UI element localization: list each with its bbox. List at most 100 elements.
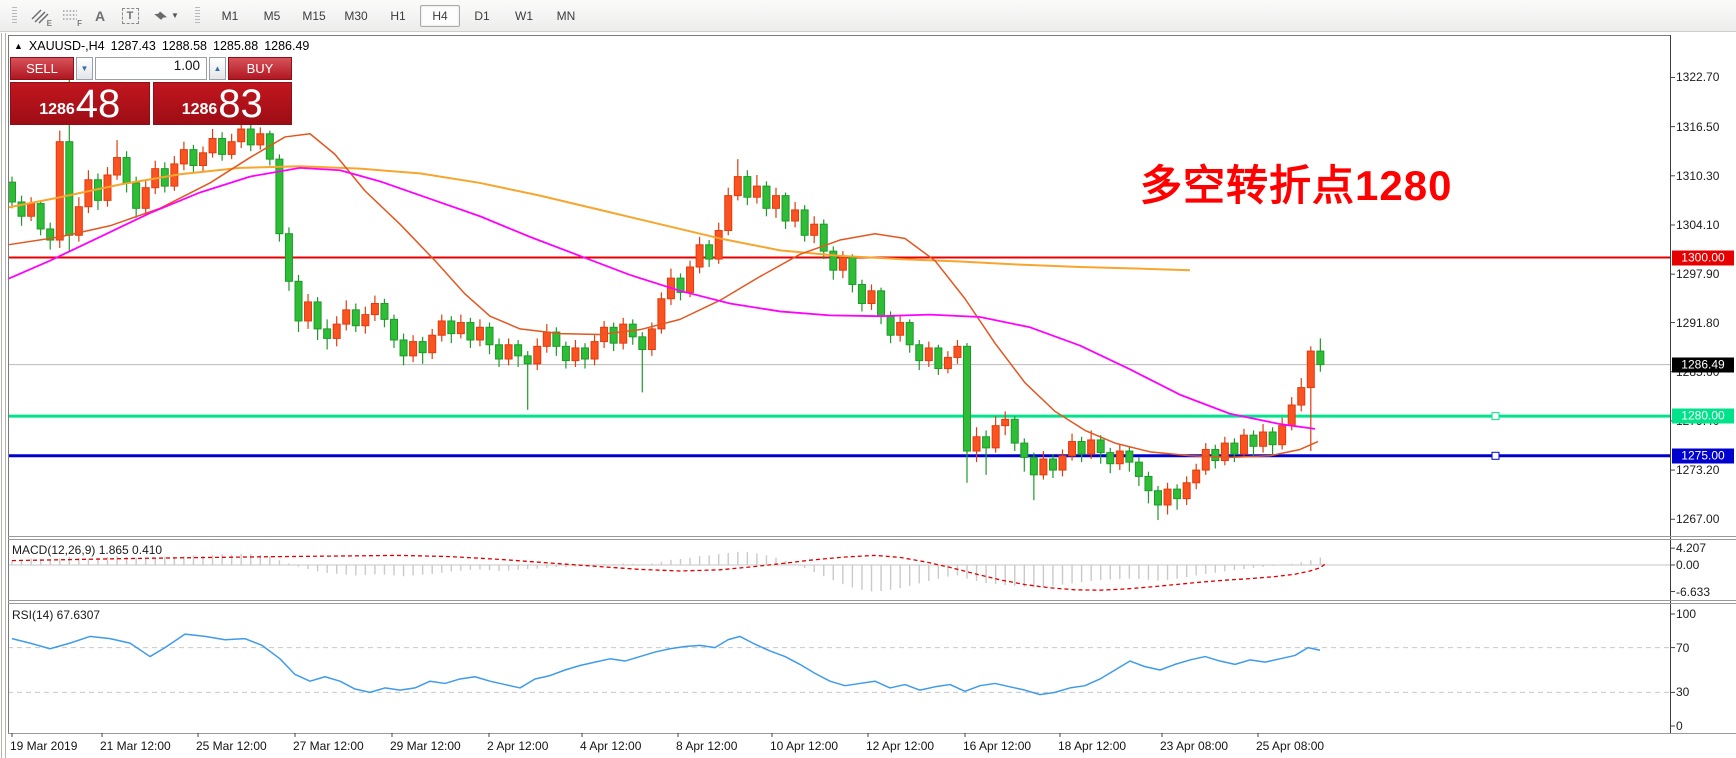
candle: [1144, 475, 1153, 492]
toolbar: E F A T ▼ M1 M5 M15 M30 H1 H4 D1 W1 MN: [0, 0, 1736, 32]
draw-hatch-icon[interactable]: E: [27, 4, 53, 28]
text-a-icon[interactable]: A: [94, 7, 106, 24]
candle: [304, 301, 313, 322]
timeframe-button-m5[interactable]: M5: [263, 8, 281, 23]
candle: [867, 290, 876, 305]
rsi-axis-label: 100: [1676, 607, 1697, 621]
candle: [199, 152, 207, 166]
candle: [953, 345, 962, 358]
symbol-name: XAUUSD-,H4: [28, 39, 105, 53]
candle: [533, 345, 542, 365]
timeframe-button-d1[interactable]: D1: [474, 8, 490, 23]
candle: [1249, 434, 1258, 447]
timeframe-button-m30[interactable]: M30: [344, 8, 368, 23]
candle: [972, 436, 981, 452]
dropdown-caret-icon: ▼: [171, 11, 179, 20]
candle: [772, 195, 780, 209]
volume-increase-button[interactable]: ▲: [209, 57, 226, 80]
timeframe-button-mn[interactable]: MN: [556, 8, 576, 23]
candle: [1096, 439, 1105, 454]
candle: [1220, 442, 1229, 462]
timeframe-button-m1[interactable]: M1: [221, 8, 239, 23]
bid-price-prefix: 1286: [39, 101, 75, 118]
time-axis-label: 25 Mar 12:00: [196, 739, 267, 753]
cursor-arrows-icon[interactable]: ▼: [147, 4, 185, 28]
ask-price-box[interactable]: 1286 83: [152, 82, 292, 126]
timeframe-button-h4[interactable]: H4: [420, 4, 460, 27]
candle: [800, 209, 809, 236]
grid-icon[interactable]: F: [63, 9, 82, 28]
buy-button[interactable]: BUY: [228, 57, 292, 80]
timeframe-button-h1[interactable]: H1: [390, 8, 406, 23]
candle: [1211, 448, 1220, 462]
toolbar-grip[interactable]: [195, 6, 200, 25]
candle: [1134, 461, 1143, 477]
candle: [1154, 490, 1162, 506]
candle: [1020, 442, 1029, 458]
timeframe-button-w1[interactable]: W1: [515, 8, 533, 23]
collapse-toggle-icon[interactable]: ▲: [14, 41, 23, 51]
candle: [810, 223, 819, 236]
time-axis-label: 12 Apr 12:00: [866, 739, 935, 753]
candle: [1048, 458, 1057, 471]
volume-input[interactable]: 1.00: [95, 57, 207, 80]
candle: [991, 425, 1000, 449]
price-axis-label: 1322.70: [1676, 70, 1720, 85]
timeframe-button-m15[interactable]: M15: [302, 8, 326, 23]
volume-decrease-button[interactable]: ▼: [76, 57, 93, 80]
pivot-line-1280-handle[interactable]: [1491, 412, 1500, 421]
price-axis-label: 1297.90: [1676, 267, 1720, 282]
candle: [1239, 434, 1248, 455]
candle: [1259, 431, 1268, 447]
candle: [1068, 441, 1077, 457]
candle: [1278, 425, 1287, 446]
candle: [886, 315, 895, 336]
rsi-line: [11, 633, 1321, 696]
candle: [399, 339, 408, 357]
candle: [762, 185, 771, 209]
candle: [1106, 452, 1115, 465]
candle: [1192, 469, 1201, 484]
toolbar-grip[interactable]: [12, 6, 17, 25]
candle: [724, 195, 733, 232]
time-axis-label: 10 Apr 12:00: [770, 739, 839, 753]
symbol-quote-line: ▲ XAUUSD-,H4 1287.43 1288.58 1285.88 128…: [14, 39, 309, 53]
candle: [323, 328, 332, 339]
rsi-axis-label: 70: [1676, 640, 1690, 655]
time-axis-label: 18 Apr 12:00: [1058, 739, 1127, 753]
candle: [752, 185, 761, 198]
candle: [475, 326, 484, 341]
macd-axis-label: 4.207: [1676, 541, 1707, 556]
ma-magenta: [7, 166, 1316, 430]
candle: [743, 176, 752, 198]
candle: [542, 331, 551, 347]
candle: [1001, 418, 1010, 427]
chart-text-annotation[interactable]: 多空转折点1280: [1140, 162, 1453, 209]
one-click-trading-panel: SELL ▼ 1.00 ▲ BUY 1286 48 1286 83: [10, 57, 292, 125]
time-axis-label: 19 Mar 2019: [10, 739, 78, 753]
candle: [934, 347, 943, 370]
candle: [514, 344, 523, 357]
text-box-icon[interactable]: T: [117, 4, 143, 28]
candle: [342, 309, 351, 325]
candle: [380, 303, 389, 320]
candle: [1268, 431, 1277, 446]
sell-button[interactable]: SELL: [10, 57, 74, 80]
candle: [676, 277, 685, 293]
candle: [781, 195, 790, 222]
ma-darkorange: [7, 133, 1319, 459]
candle: [208, 138, 217, 154]
candle: [705, 244, 714, 260]
candle: [447, 320, 456, 335]
resistance-line-1300-price-badge: 1300.00: [1672, 250, 1734, 265]
candle: [466, 322, 475, 341]
time-axis-label: 23 Apr 08:00: [1160, 739, 1229, 753]
candle: [714, 230, 723, 260]
ask-price-big: 83: [218, 82, 263, 126]
support-line-1275-handle[interactable]: [1491, 451, 1500, 460]
candle: [122, 157, 131, 184]
bid-price-box[interactable]: 1286 48: [10, 82, 150, 125]
ask-price-prefix: 1286: [181, 101, 218, 118]
pivot-line-1280-price-badge: 1280.00: [1672, 408, 1734, 424]
